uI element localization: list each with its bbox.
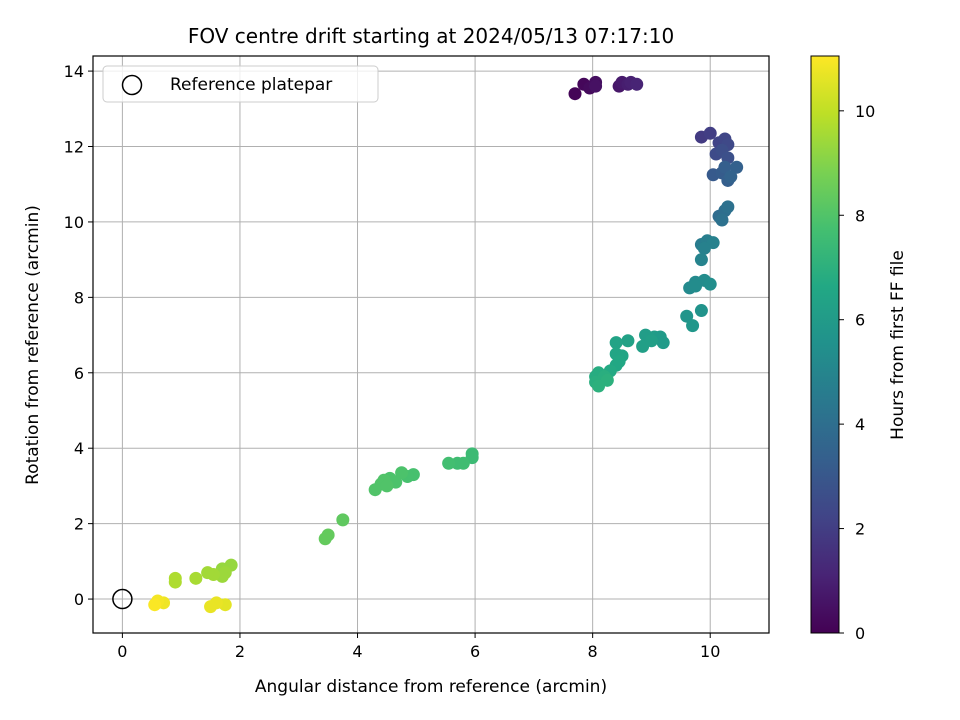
data-points (148, 75, 744, 614)
data-point (689, 279, 703, 293)
y-tick-label: 14 (64, 62, 84, 81)
data-point (721, 200, 735, 214)
data-point (694, 253, 708, 267)
colorbar-tick-label: 8 (855, 206, 865, 225)
x-tick-label: 4 (352, 642, 362, 661)
colorbar-tick-label: 6 (855, 311, 865, 330)
y-tick-label: 12 (64, 138, 84, 157)
reference-platepar-marker (112, 588, 133, 610)
chart-title: FOV centre drift starting at 2024/05/13 … (188, 24, 674, 48)
data-point (589, 79, 603, 93)
data-point (644, 334, 658, 348)
colorbar-tick-label: 4 (855, 415, 865, 434)
data-point (621, 334, 635, 348)
colorbar-tick-label: 0 (855, 624, 865, 643)
y-axis-label: Rotation from reference (arcmin) (23, 205, 43, 485)
data-point (592, 379, 606, 393)
data-point (442, 456, 456, 470)
x-tick-label: 8 (588, 642, 598, 661)
y-tick-label: 0 (74, 590, 84, 609)
plot-area-frame (92, 55, 770, 634)
x-axis-ticks: 0 2 4 6 8 10 (117, 633, 720, 661)
data-point (680, 309, 694, 323)
data-point (380, 479, 394, 493)
data-point (694, 304, 708, 318)
data-point (724, 170, 738, 184)
colorbar-label: Hours from first FF file (888, 250, 908, 440)
data-point (204, 600, 218, 614)
colorbar-tick-label: 2 (855, 520, 865, 539)
y-tick-label: 8 (74, 288, 84, 307)
data-point (336, 513, 350, 527)
x-tick-label: 0 (117, 642, 127, 661)
legend-marker (121, 74, 143, 96)
data-point (697, 241, 711, 255)
y-tick-label: 2 (74, 515, 84, 534)
data-point (715, 213, 729, 227)
y-tick-label: 10 (64, 213, 84, 232)
x-tick-label: 6 (470, 642, 480, 661)
data-point (189, 571, 203, 585)
y-axis-ticks: 0 2 4 6 8 10 12 14 (64, 62, 93, 609)
data-point (656, 336, 670, 350)
x-tick-label: 2 (235, 642, 245, 661)
colorbar (810, 55, 840, 634)
grid-lines (93, 56, 769, 633)
data-point (318, 532, 332, 546)
data-point (703, 126, 717, 140)
legend-box (102, 65, 379, 103)
legend: Reference platepar (102, 65, 379, 103)
data-point (568, 87, 582, 101)
data-point (686, 319, 700, 333)
data-point (395, 466, 409, 480)
data-point (718, 160, 732, 174)
data-point (148, 598, 162, 612)
x-tick-label: 10 (700, 642, 720, 661)
colorbar-tick-label: 10 (855, 102, 875, 121)
data-point (368, 483, 382, 497)
data-point (730, 160, 744, 174)
y-tick-label: 4 (74, 439, 84, 458)
data-point (609, 336, 623, 350)
legend-entry-reference: Reference platepar (170, 75, 332, 95)
data-point (703, 277, 717, 291)
colorbar-ticks: 0 2 4 6 8 10 (839, 102, 875, 643)
x-axis-label: Angular distance from reference (arcmin) (255, 677, 607, 697)
data-point (201, 566, 215, 580)
data-point (630, 77, 644, 91)
reference-marker-group (112, 588, 133, 610)
data-point (168, 575, 182, 589)
y-tick-label: 6 (74, 364, 84, 383)
